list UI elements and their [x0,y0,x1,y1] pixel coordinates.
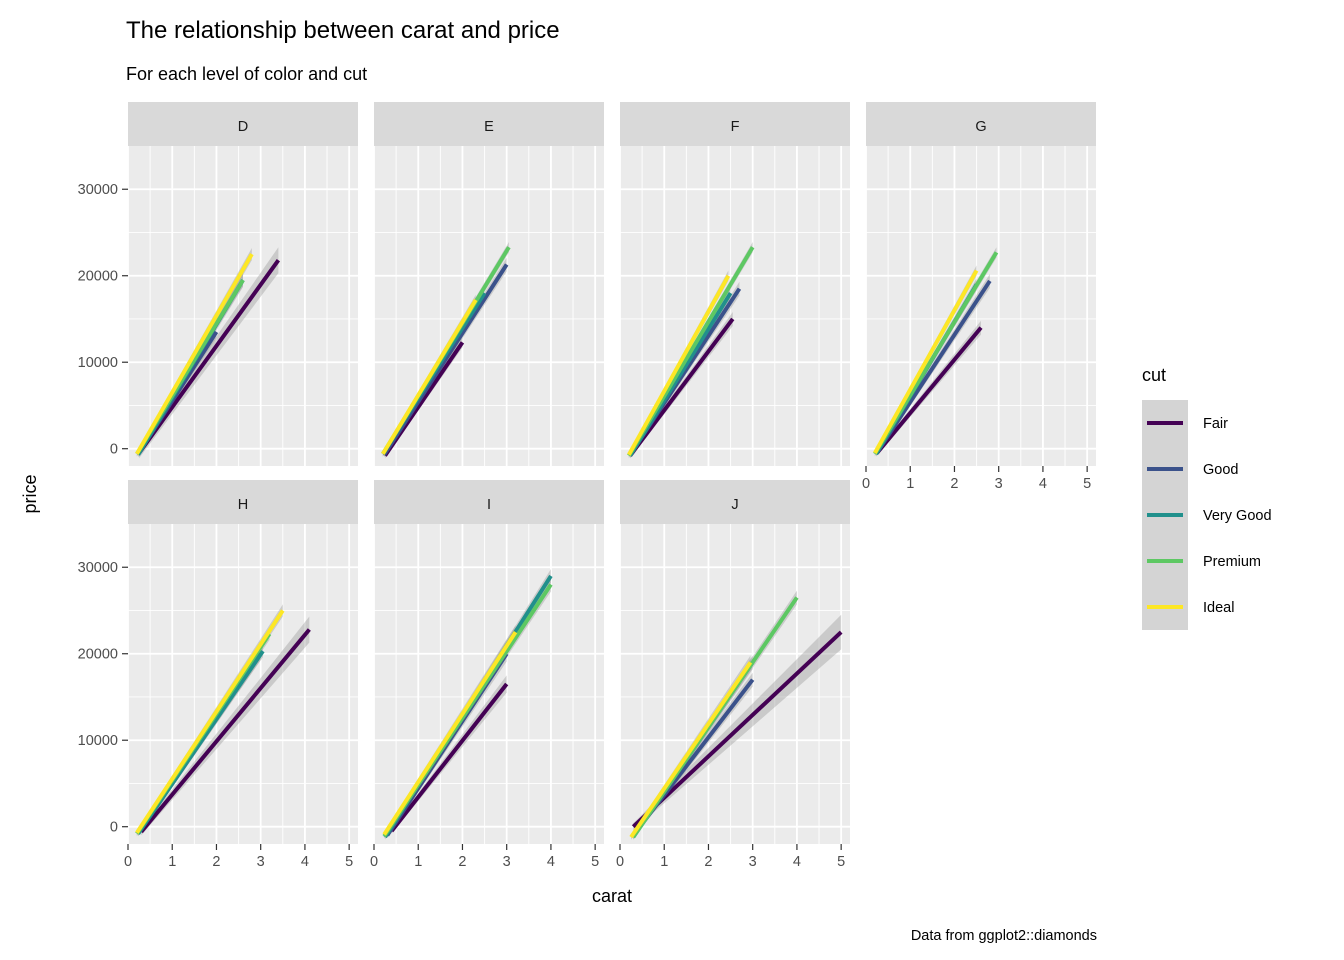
x-tick-label: 2 [212,854,220,870]
series-line-ideal [135,609,285,834]
x-tick-label: 2 [950,476,958,492]
facet-strip-label: H [238,497,248,513]
x-tick-label: 4 [301,854,309,870]
legend-label: Fair [1203,416,1228,432]
facet-strip-label: G [975,119,986,135]
series-line-ideal [873,269,979,455]
facet-strip-label: D [238,119,248,135]
x-tick-label: 4 [1039,476,1047,492]
y-tick-label: 20000 [78,647,118,663]
x-tick-label: 1 [660,854,668,870]
x-tick-label: 1 [168,854,176,870]
x-tick-label: 0 [370,854,378,870]
facet-strip [128,102,358,146]
x-tick-label: 5 [837,854,845,870]
x-tick-label: 1 [414,854,422,870]
series-line-fair [875,326,983,455]
series-line-fair [137,258,281,455]
facet-strip [620,480,850,524]
facet-H: H 0 10000 20000 30000 0 1 2 3 4 5 [78,480,358,870]
facet-D: D 0 10000 20000 30000 [78,102,358,466]
x-tick-label: 1 [906,476,914,492]
facet-strip-label: J [731,497,738,513]
chart-title: The relationship between carat and price [126,17,560,44]
facet-strip-label: E [484,119,494,135]
y-tick-label: 0 [110,820,118,836]
series-line-fair [628,317,735,457]
x-tick-label: 0 [862,476,870,492]
legend-label: Premium [1203,554,1261,570]
y-tick-label: 30000 [78,560,118,576]
legend: cut Fair Good Very Good Premium Ideal [1142,365,1272,630]
chart-caption: Data from ggplot2::diamonds [911,928,1097,944]
x-tick-label: 5 [1083,476,1091,492]
facet-strip [866,102,1096,146]
facet-strip-label: F [731,119,740,135]
x-tick-label: 2 [458,854,466,870]
series-line-ideal [627,274,731,456]
facet-I: I 0 1 2 3 4 5 [370,480,604,870]
facet-E: E [373,102,604,466]
x-tick-label: 2 [704,854,712,870]
x-tick-label: 5 [591,854,599,870]
series-line-ideal [382,631,518,836]
x-tick-label: 0 [124,854,132,870]
series-line-ideal [135,253,254,455]
legend-title: cut [1142,365,1166,385]
x-tick-label: 3 [749,854,757,870]
legend-label: Ideal [1203,600,1234,616]
x-axis-title: carat [592,886,632,906]
series-line-fair [390,682,509,833]
series-line-fair [139,628,311,834]
y-tick-label: 0 [110,442,118,458]
facet-strip [620,102,850,146]
x-tick-label: 5 [345,854,353,870]
facet-J: J 0 1 2 3 4 5 [616,480,850,870]
facet-F: F [619,102,850,466]
x-tick-label: 3 [257,854,265,870]
facet-G: G 0 1 2 3 4 5 [862,102,1096,492]
legend-label: Good [1203,462,1238,478]
series-line-ideal [629,661,753,839]
y-axis-title: price [20,474,40,513]
series-line-ideal [381,298,478,455]
facet-strip [374,102,604,146]
facet-strip [128,480,358,524]
facet-strip [374,480,604,524]
y-tick-label: 10000 [78,733,118,749]
x-tick-label: 3 [995,476,1003,492]
x-tick-label: 3 [503,854,511,870]
x-tick-label: 4 [547,854,555,870]
legend-label: Very Good [1203,508,1272,524]
chart-subtitle: For each level of color and cut [126,64,367,84]
y-tick-label: 30000 [78,182,118,198]
y-tick-label: 20000 [78,269,118,285]
facet-strip-label: I [487,497,491,513]
series-line-fair [631,630,843,829]
x-tick-label: 0 [616,854,624,870]
y-tick-label: 10000 [78,355,118,371]
x-tick-label: 4 [793,854,801,870]
